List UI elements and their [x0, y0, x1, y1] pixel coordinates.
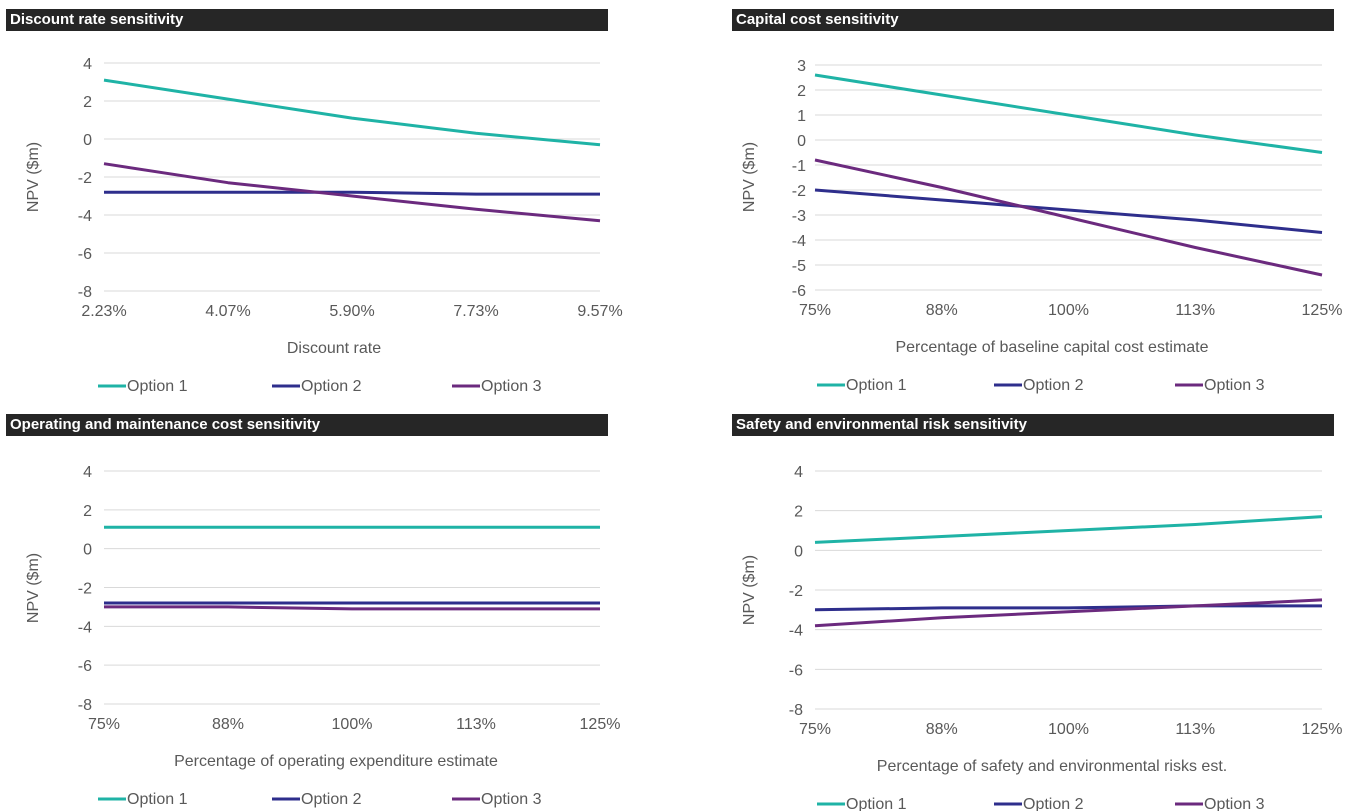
x-tick-label: 125%	[1302, 721, 1343, 738]
legend-label-option-3: Option 3	[481, 378, 542, 395]
x-tick-label: 2.23%	[81, 303, 126, 320]
y-tick-label: -6	[78, 658, 92, 675]
y-tick-label: -8	[78, 284, 92, 301]
x-tick-label: 5.90%	[329, 303, 374, 320]
x-tick-label: 7.73%	[453, 303, 498, 320]
x-axis-label: Percentage of operating expenditure esti…	[174, 753, 498, 770]
legend-label-option-1: Option 1	[846, 377, 907, 394]
y-tick-label: -8	[78, 697, 92, 714]
y-axis-label: NPV ($m)	[25, 553, 42, 623]
legend-label-option-2: Option 2	[301, 378, 362, 395]
y-tick-label: -2	[78, 581, 92, 598]
series-line-option-3	[103, 162, 601, 223]
chart-capital-cost: 3 2 1 0 -1 -2 -3 -4 -5 -6 75% 88% 100% 113% 125% NPV ($…	[741, 58, 1343, 394]
x-tick-label: 125%	[1302, 302, 1343, 319]
y-tick-label: 2	[797, 83, 806, 100]
y-tick-label: 4	[83, 464, 92, 481]
y-axis-label: NPV ($m)	[741, 142, 758, 212]
y-tick-label: -2	[789, 583, 803, 600]
y-tick-label: 0	[797, 133, 806, 150]
y-tick-label: 3	[797, 58, 806, 75]
x-tick-label: 75%	[88, 716, 120, 733]
x-tick-label: 113%	[456, 716, 496, 733]
chart-title: Capital cost sensitivity	[732, 9, 1334, 31]
y-tick-label: 4	[83, 56, 92, 73]
y-tick-label: 4	[794, 464, 803, 481]
x-tick-label: 88%	[212, 716, 244, 733]
series-line-option-2	[104, 190, 600, 196]
legend-label-option-3: Option 3	[1204, 377, 1265, 394]
y-axis-label: NPV ($m)	[741, 555, 758, 625]
y-tick-label: -4	[78, 619, 92, 636]
y-tick-label: -3	[792, 208, 806, 225]
chart-discount-rate: 4 2 0 -2 -4 -6 -8 2.23% 4.07% 5.90% 7.73% 9.57% NPV …	[25, 56, 623, 395]
x-tick-label: 88%	[926, 721, 958, 738]
series-line-option-2	[814, 188, 1323, 234]
y-tick-label: -6	[78, 246, 92, 263]
series-line-option-3	[814, 598, 1323, 628]
y-tick-label: 2	[83, 94, 92, 111]
x-tick-label: 113%	[1175, 302, 1215, 319]
chart-title: Operating and maintenance cost sensitivi…	[6, 414, 608, 436]
y-tick-label: 0	[794, 543, 803, 560]
y-axis-label: NPV ($m)	[25, 142, 42, 212]
y-tick-label: -2	[78, 170, 92, 187]
chart-title: Discount rate sensitivity	[6, 9, 608, 31]
chart-safety-risk: 4 2 0 -2 -4 -6 -8 75% 88% 100% 113% 125% NPV ($m) Per…	[741, 464, 1343, 811]
x-tick-label: 100%	[1048, 721, 1089, 738]
chart-title: Safety and environmental risk sensitivit…	[732, 414, 1334, 436]
x-tick-label: 75%	[799, 721, 831, 738]
chart-panel-capital-cost: Capital cost sensitivity 3 2 1 0 -1 -2 -3 -4 -5 -…	[732, 9, 1342, 404]
x-tick-label: 100%	[332, 716, 373, 733]
y-tick-label: -8	[789, 702, 803, 719]
y-tick-label: -4	[792, 233, 806, 250]
y-tick-label: -4	[78, 208, 92, 225]
chart-panel-safety-risk: Safety and environmental risk sensitivit…	[732, 414, 1342, 811]
y-tick-label: 2	[83, 503, 92, 520]
x-tick-label: 75%	[799, 302, 831, 319]
series-line-option-2	[814, 604, 1322, 612]
y-tick-label: -2	[792, 183, 806, 200]
x-tick-label: 125%	[580, 716, 621, 733]
y-tick-label: -6	[792, 283, 806, 300]
y-tick-label: 1	[797, 108, 806, 125]
y-tick-label: 2	[794, 504, 803, 521]
y-tick-label: -6	[789, 662, 803, 679]
chart-operating-cost: 4 2 0 -2 -4 -6 -8 75% 88% 100% 113% 125% NPV ($m) Per…	[25, 464, 621, 808]
legend-label-option-2: Option 2	[1023, 796, 1084, 811]
y-tick-label: -4	[789, 623, 803, 640]
x-tick-label: 113%	[1175, 721, 1215, 738]
legend-label-option-3: Option 3	[481, 791, 542, 808]
y-tick-label: -1	[792, 158, 806, 175]
x-tick-label: 100%	[1048, 302, 1089, 319]
legend-label-option-1: Option 1	[127, 791, 188, 808]
legend-label-option-2: Option 2	[301, 791, 362, 808]
x-tick-label: 9.57%	[577, 303, 622, 320]
legend-label-option-1: Option 1	[127, 378, 188, 395]
x-axis-label: Percentage of baseline capital cost esti…	[895, 339, 1208, 356]
legend-label-option-3: Option 3	[1204, 796, 1265, 811]
series-line-option-1	[814, 515, 1323, 544]
x-tick-label: 88%	[926, 302, 958, 319]
x-tick-label: 4.07%	[205, 303, 250, 320]
series-line-option-3	[104, 605, 600, 611]
series-line-option-1	[103, 78, 601, 147]
y-tick-label: 0	[83, 542, 92, 559]
y-tick-label: -5	[792, 258, 806, 275]
chart-panel-discount-rate: Discount rate sensitivity 4 2 0 -2 -4 -6 -8 2.2…	[6, 9, 623, 404]
x-axis-label: Discount rate	[287, 340, 381, 357]
series-line-option-1	[814, 73, 1323, 154]
series-line-option-3	[814, 158, 1323, 277]
legend-label-option-1: Option 1	[846, 796, 907, 811]
x-axis-label: Percentage of safety and environmental r…	[877, 758, 1227, 775]
chart-panel-operating-cost: Operating and maintenance cost sensitivi…	[6, 414, 620, 809]
y-tick-label: 0	[83, 132, 92, 149]
legend-label-option-2: Option 2	[1023, 377, 1084, 394]
